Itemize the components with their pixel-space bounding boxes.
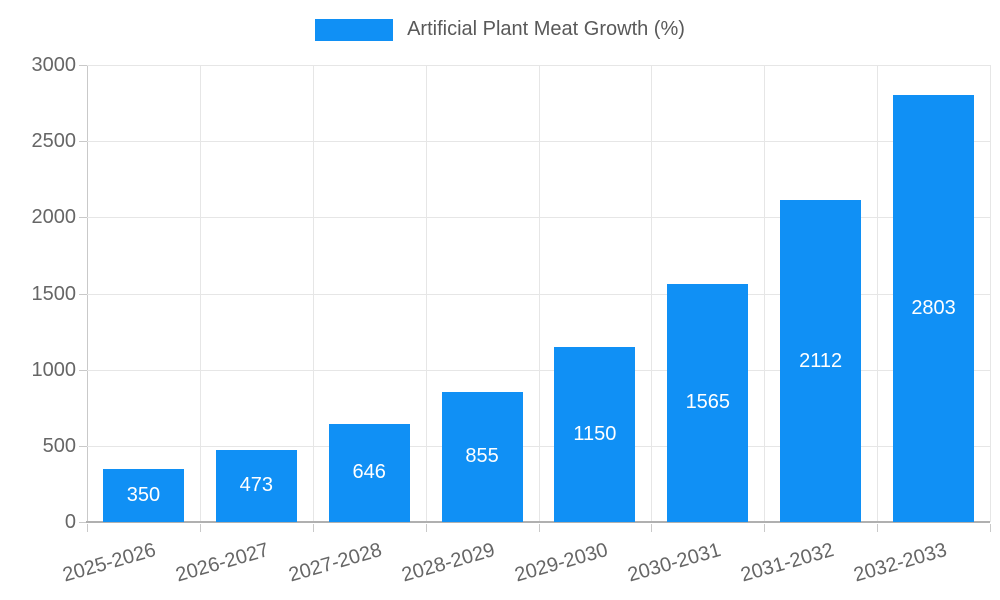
y-axis-tick bbox=[79, 522, 87, 523]
x-axis-tick bbox=[87, 524, 88, 532]
legend-swatch bbox=[315, 18, 394, 41]
x-axis-tick bbox=[200, 524, 201, 532]
horizontal-gridline bbox=[87, 141, 990, 142]
bar-2028-2029[interactable]: 855 bbox=[441, 391, 523, 522]
vertical-gridline bbox=[764, 65, 765, 522]
bar-2030-2031[interactable]: 1565 bbox=[667, 283, 749, 522]
y-axis-tick bbox=[79, 294, 87, 295]
bar-2025-2026[interactable]: 350 bbox=[102, 468, 184, 522]
bar-2032-2033[interactable]: 2803 bbox=[893, 95, 975, 522]
bar-value-label: 855 bbox=[465, 445, 499, 468]
horizontal-gridline bbox=[87, 65, 990, 66]
legend[interactable]: Artificial Plant Meat Growth (%) bbox=[0, 18, 1000, 41]
horizontal-gridline bbox=[87, 370, 990, 371]
y-tick-label: 1500 bbox=[31, 283, 77, 305]
y-tick-label: 2000 bbox=[31, 206, 77, 228]
x-axis-tick bbox=[539, 524, 540, 532]
bar-2027-2028[interactable]: 646 bbox=[328, 423, 410, 522]
y-axis-tick bbox=[79, 141, 87, 142]
bar-value-label: 1150 bbox=[573, 422, 617, 445]
bar-2026-2027[interactable]: 473 bbox=[215, 449, 297, 522]
y-tick-label: 2500 bbox=[31, 130, 77, 152]
y-tick-label: 1000 bbox=[31, 359, 77, 381]
bar-value-label: 2803 bbox=[911, 296, 956, 319]
bar-value-label: 350 bbox=[126, 483, 161, 506]
x-axis-line bbox=[86, 521, 990, 523]
vertical-gridline bbox=[539, 65, 540, 522]
x-axis-tick bbox=[426, 524, 427, 532]
vertical-gridline bbox=[313, 65, 314, 522]
y-tick-label: 3000 bbox=[31, 54, 77, 76]
horizontal-gridline bbox=[87, 446, 990, 447]
y-axis-line bbox=[87, 65, 88, 522]
y-axis-tick bbox=[79, 446, 87, 447]
horizontal-gridline bbox=[87, 217, 990, 218]
bar-2031-2032[interactable]: 2112 bbox=[780, 200, 862, 522]
vertical-gridline bbox=[426, 65, 427, 522]
horizontal-gridline bbox=[87, 294, 990, 295]
y-axis-tick bbox=[79, 370, 87, 371]
y-axis-tick bbox=[79, 217, 87, 218]
bar-value-label: 2112 bbox=[799, 349, 843, 372]
x-axis-tick bbox=[990, 524, 991, 532]
bar-value-label: 1565 bbox=[685, 391, 731, 414]
y-axis-tick bbox=[79, 65, 87, 66]
x-axis-tick bbox=[313, 524, 314, 532]
x-axis-tick bbox=[877, 524, 878, 532]
bar-value-label: 473 bbox=[239, 474, 273, 497]
vertical-gridline bbox=[877, 65, 878, 522]
bar-value-label: 646 bbox=[352, 461, 386, 484]
legend-label: Artificial Plant Meat Growth (%) bbox=[407, 18, 685, 40]
bar-2029-2030[interactable]: 1150 bbox=[554, 346, 636, 522]
y-tick-label: 0 bbox=[64, 511, 76, 533]
vertical-gridline bbox=[200, 65, 201, 522]
x-axis-tick bbox=[651, 524, 652, 532]
y-tick-label: 500 bbox=[42, 435, 76, 457]
vertical-gridline bbox=[990, 65, 991, 522]
vertical-gridline bbox=[651, 65, 652, 522]
x-axis-tick bbox=[764, 524, 765, 532]
